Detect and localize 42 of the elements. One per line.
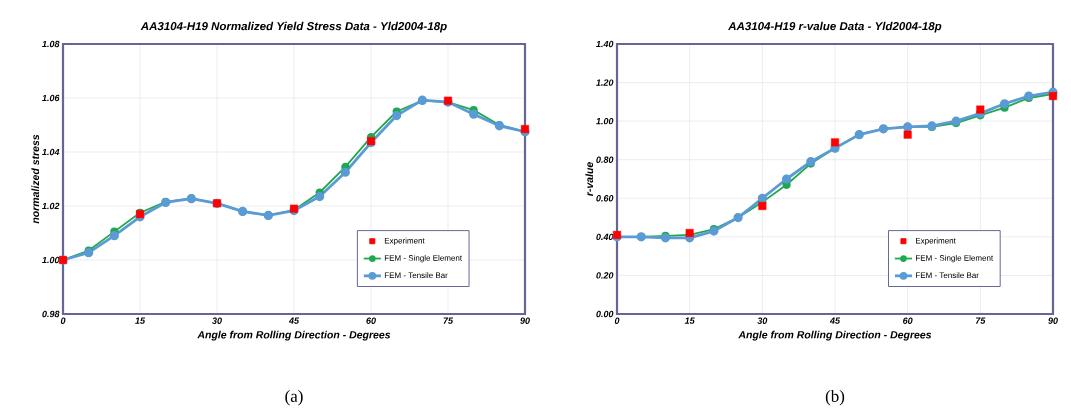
x-axis-title: Angle from Rolling Direction - Degrees <box>197 330 391 341</box>
y-tick-label: 0.60 <box>596 195 614 202</box>
x-tick-label: 90 <box>520 317 530 324</box>
y-axis-title: r-value <box>585 162 594 197</box>
y-tick-label: 1.04 <box>42 148 60 156</box>
legend-label: Experiment <box>384 237 425 246</box>
y-axis-title: normalized stress <box>31 134 40 224</box>
x-tick-label: 75 <box>443 317 454 324</box>
y-tick-label: 1.06 <box>42 94 60 102</box>
x-tick-label: 60 <box>366 317 376 324</box>
legend-label: FEM - Single Element <box>916 254 994 263</box>
y-tick-label: 1.02 <box>42 202 60 210</box>
x-tick-label: 60 <box>903 317 913 324</box>
legend-label: FEM - Single Element <box>384 254 462 263</box>
x-tick-label: 0 <box>60 317 66 324</box>
x-tick-label: 45 <box>288 317 300 324</box>
text: (a) <box>285 389 303 406</box>
text: (b) <box>825 389 845 406</box>
y-tick-label: 1.08 <box>42 40 60 48</box>
x-tick-label: 45 <box>829 317 841 324</box>
y-tick-label: 0.98 <box>42 310 60 318</box>
legend-label: FEM - Tensile Bar <box>916 272 979 279</box>
legend-label: FEM - Tensile Bar <box>384 272 448 279</box>
y-tick-label: 0.40 <box>596 233 614 241</box>
y-tick-label: 1.20 <box>596 79 614 86</box>
x-tick-label: 75 <box>975 317 986 324</box>
x-tick-label: 15 <box>684 317 695 324</box>
y-tick-label: 1.00 <box>596 117 614 125</box>
x-tick-label: 90 <box>1048 317 1058 324</box>
chart-title: AA3104-H19 Normalized Yield Stress Data - Yld2004-18p <box>140 21 447 33</box>
y-tick-label: 0.80 <box>596 156 614 163</box>
x-tick-label: 0 <box>614 317 620 324</box>
y-tick-label: 1.00 <box>42 256 60 264</box>
y-tick-label: 0.20 <box>596 272 614 279</box>
x-tick-label: 30 <box>757 317 768 324</box>
x-tick-label: 15 <box>135 317 146 324</box>
legend-label: Experiment <box>916 237 956 246</box>
x-tick-label: 30 <box>212 317 222 324</box>
chart-title: AA3104-H19 r-value Data - Yld2004-18p <box>728 21 942 33</box>
x-axis-title: Angle from Rolling Direction - Degrees <box>738 330 932 341</box>
y-tick-label: 1.40 <box>596 40 614 48</box>
y-tick-label: 0.00 <box>596 310 614 318</box>
